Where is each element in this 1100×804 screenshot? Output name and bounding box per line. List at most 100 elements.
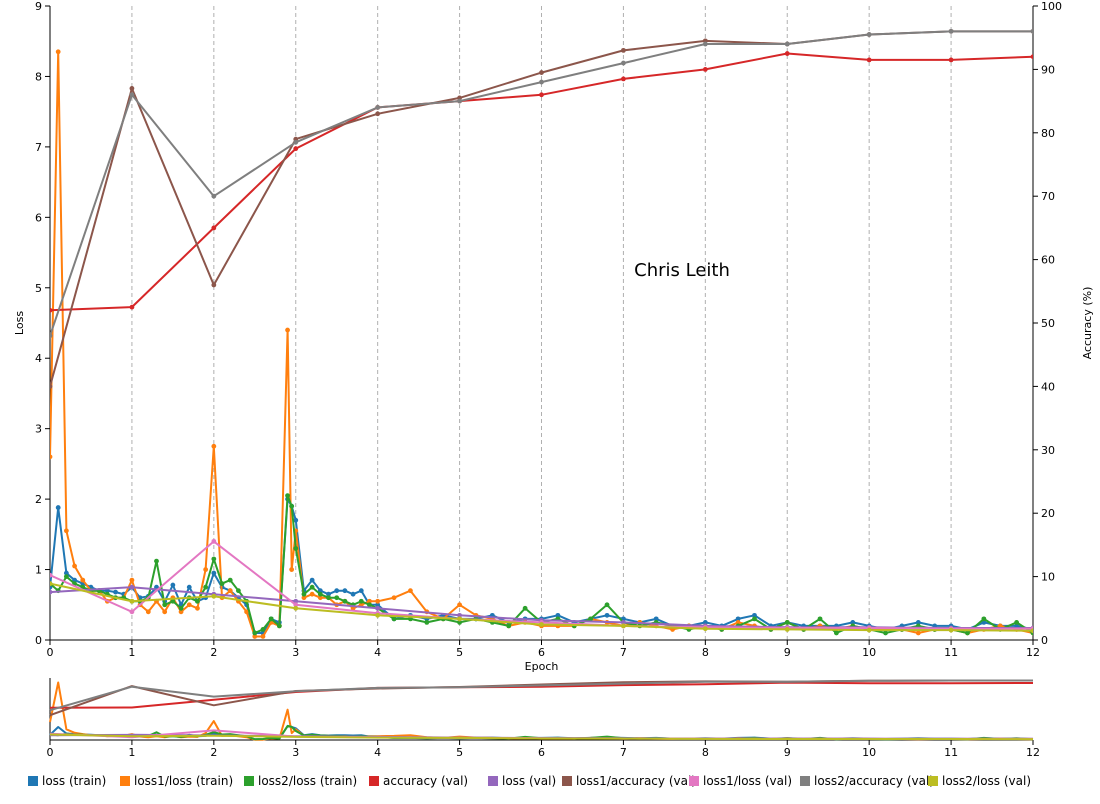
data-point <box>154 558 159 564</box>
x-tick-label: 0 <box>47 646 54 659</box>
legend-item-loss-val[interactable]: loss (val) <box>488 774 556 788</box>
data-point <box>752 616 757 622</box>
data-point <box>162 609 168 615</box>
overview-series-loss2-accuracy-val <box>49 679 1033 712</box>
legend-swatch <box>488 776 498 786</box>
data-point <box>289 503 295 509</box>
data-point <box>457 602 462 608</box>
data-point <box>457 98 462 104</box>
x-tick-label: 9 <box>784 646 791 659</box>
overview-x-tick-label: 12 <box>1026 746 1040 759</box>
data-point <box>195 605 200 611</box>
legend-item-loss2-loss-train[interactable]: loss2/loss (train) <box>244 774 357 788</box>
overview-plot[interactable]: 0 1 2 3 4 5 6 7 8 9 10 11 12 <box>47 678 1041 759</box>
y-right-tick-label: 10 <box>1041 571 1055 584</box>
data-point <box>293 602 299 608</box>
data-point <box>63 528 69 534</box>
overview-x-tick-label: 10 <box>862 746 876 759</box>
x-tick-label: 2 <box>210 646 217 659</box>
overview-x-tick-label: 9 <box>784 746 791 759</box>
data-point <box>350 591 356 597</box>
data-point <box>539 70 544 75</box>
series-loss2-loss-train <box>50 493 1033 636</box>
y-left-tick-label: 6 <box>35 211 42 224</box>
data-point <box>408 588 413 594</box>
legend-item-loss1-accuracy-val[interactable]: loss1/accuracy (val) <box>562 774 696 788</box>
overview-series-loss2-loss-val <box>49 733 1034 741</box>
legend-item-loss2-accuracy-val[interactable]: loss2/accuracy (val) <box>800 774 934 788</box>
y-right-tick-label: 40 <box>1041 380 1055 393</box>
data-point <box>293 139 299 145</box>
data-point <box>334 595 340 601</box>
data-point <box>129 304 135 310</box>
data-point <box>539 622 544 627</box>
data-point <box>784 41 790 47</box>
y-left-tick-label: 1 <box>35 564 42 577</box>
data-point <box>539 79 544 85</box>
data-point <box>203 567 209 572</box>
y-right-tick-label: 20 <box>1041 507 1055 520</box>
data-point <box>375 602 381 608</box>
data-point <box>50 572 53 578</box>
data-point <box>285 327 290 333</box>
data-point <box>948 57 954 63</box>
legend-item-loss-train[interactable]: loss (train) <box>28 774 106 788</box>
data-point <box>588 616 594 622</box>
data-point <box>915 630 921 636</box>
data-point <box>55 49 61 55</box>
data-point <box>211 538 217 544</box>
data-point <box>539 92 544 98</box>
data-point <box>309 584 315 590</box>
data-point <box>735 616 741 622</box>
legend-item-loss1-loss-val[interactable]: loss1/loss (val) <box>689 774 792 788</box>
data-point <box>129 609 135 615</box>
data-point <box>621 619 626 625</box>
legend-label: loss2/accuracy (val) <box>814 774 934 788</box>
data-point <box>289 567 295 572</box>
data-point <box>211 556 217 562</box>
data-point <box>375 111 381 117</box>
data-point <box>211 443 217 449</box>
data-point <box>784 51 790 56</box>
data-point <box>457 612 462 618</box>
data-point <box>621 76 626 82</box>
data-point <box>391 616 397 622</box>
data-point <box>186 584 192 590</box>
x-axis-title: Epoch <box>525 660 559 673</box>
data-point <box>285 493 290 498</box>
data-point <box>50 307 53 313</box>
data-point <box>129 577 135 583</box>
watermark-text: Chris Leith <box>634 260 730 281</box>
y-right-tick-label: 90 <box>1041 63 1055 76</box>
series-loss2-loss-val <box>50 581 1033 634</box>
x-tick-label: 3 <box>292 646 299 659</box>
data-point <box>1030 628 1033 634</box>
y-left-tick-label: 9 <box>35 0 42 13</box>
y-left-tick-label: 2 <box>35 493 42 506</box>
data-point <box>260 634 266 639</box>
data-point <box>834 630 839 636</box>
data-point <box>555 612 561 618</box>
x-tick-label: 10 <box>862 646 876 659</box>
data-point <box>293 546 299 551</box>
x-tick-label: 11 <box>944 646 958 659</box>
data-point <box>317 591 323 597</box>
y-right-tick-label: 100 <box>1041 0 1062 13</box>
data-point <box>293 146 299 152</box>
data-point <box>326 595 331 601</box>
legend-label: loss (train) <box>42 774 106 788</box>
legend-item-loss2-loss-val[interactable]: loss2/loss (val) <box>928 774 1031 788</box>
data-point <box>702 626 708 632</box>
series-line <box>50 498 1033 634</box>
data-point <box>604 602 610 608</box>
overview-x-tick-label: 0 <box>47 746 54 759</box>
data-point <box>965 630 970 636</box>
data-point <box>276 623 282 629</box>
legend-item-accuracy-val[interactable]: accuracy (val) <box>369 774 468 788</box>
data-point <box>50 384 53 389</box>
legend-item-loss1-loss-train[interactable]: loss1/loss (train) <box>120 774 233 788</box>
legend-label: accuracy (val) <box>383 774 468 788</box>
y-left-tick-label: 5 <box>35 282 42 295</box>
data-point <box>866 32 872 37</box>
data-point <box>50 333 53 339</box>
